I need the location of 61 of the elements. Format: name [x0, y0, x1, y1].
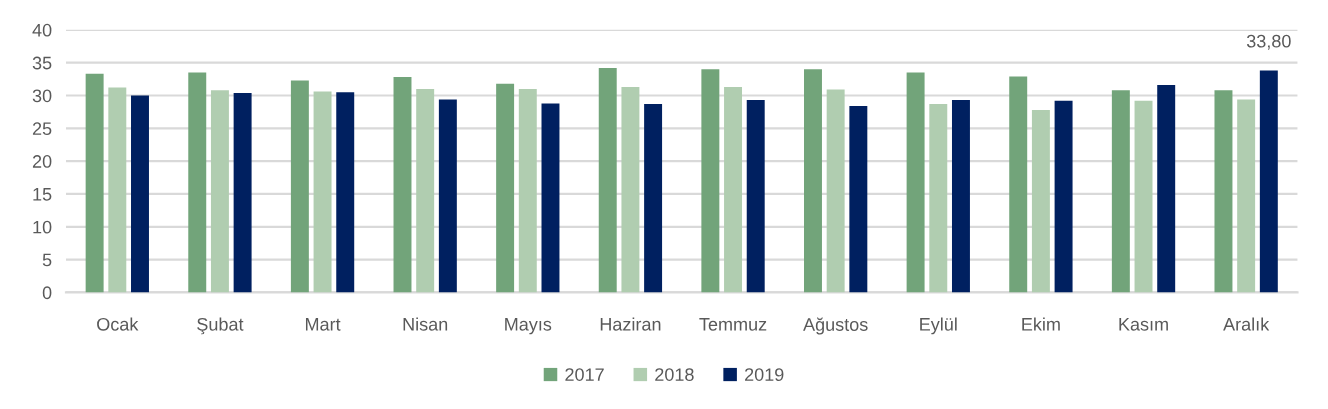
legend-label: 2017: [565, 368, 604, 381]
bar: [518, 88, 537, 293]
bar: [906, 72, 925, 293]
bar: [210, 90, 229, 293]
bar: [1259, 70, 1278, 293]
x-tick-label: Nisan: [403, 317, 448, 331]
bar: [929, 104, 948, 293]
bar: [621, 86, 640, 293]
bar: [951, 100, 970, 293]
y-tick-label: 10: [33, 220, 52, 234]
bar: [598, 67, 617, 293]
bar: [1009, 76, 1028, 293]
bar: [313, 91, 332, 293]
x-tick-label: Haziran: [600, 317, 661, 331]
x-tick-label: Ekim: [1022, 317, 1060, 331]
bar: [849, 106, 868, 293]
x-tick-label: Şubat: [197, 317, 244, 335]
y-tick-label: 20: [32, 155, 52, 168]
x-tick-label: Ocak: [97, 317, 139, 331]
bar: [416, 88, 435, 293]
bar: [336, 92, 355, 293]
bar: [701, 69, 720, 293]
x-tick-label: Temmuz: [699, 318, 767, 331]
legend-label: 2019: [745, 368, 784, 381]
x-tick-label: Ağustos: [803, 317, 868, 335]
bar: [804, 69, 822, 293]
bar: [108, 87, 127, 293]
bar: [290, 80, 309, 293]
bar: [438, 99, 457, 293]
bar: [131, 95, 149, 293]
bar: [1111, 90, 1130, 293]
bar: [724, 86, 743, 293]
y-tick-label: 40: [32, 23, 52, 37]
bar: [1237, 99, 1256, 293]
bar: [496, 83, 515, 293]
bar: [188, 72, 207, 293]
legend-label: 2018: [655, 368, 694, 381]
x-tick-label: Eylül: [920, 317, 957, 335]
x-tick-label: Aralık: [1223, 317, 1270, 331]
data-label: 33,80: [1246, 34, 1291, 50]
y-tick-label: 30: [32, 89, 52, 103]
x-tick-label: Mart: [305, 318, 341, 331]
y-tick-label: 0: [42, 286, 52, 300]
y-tick-label: 35: [32, 56, 52, 70]
bar: [1214, 90, 1233, 293]
y-tick-label: 5: [42, 253, 52, 267]
y-tick-label: 25: [32, 122, 52, 136]
bar: [233, 92, 252, 293]
bar: [1054, 100, 1073, 293]
bar: [541, 103, 560, 293]
x-tick-label: Mayıs: [505, 318, 552, 335]
bar: [1031, 109, 1050, 293]
bar: [1157, 85, 1176, 293]
bar: [85, 73, 104, 293]
bar: [1134, 100, 1153, 293]
y-tick-label: 15: [33, 188, 52, 201]
bar: [826, 89, 845, 293]
bar: [393, 77, 412, 293]
bar: [746, 100, 765, 293]
bar: [644, 104, 663, 293]
x-tick-label: Kasım: [1119, 318, 1168, 331]
